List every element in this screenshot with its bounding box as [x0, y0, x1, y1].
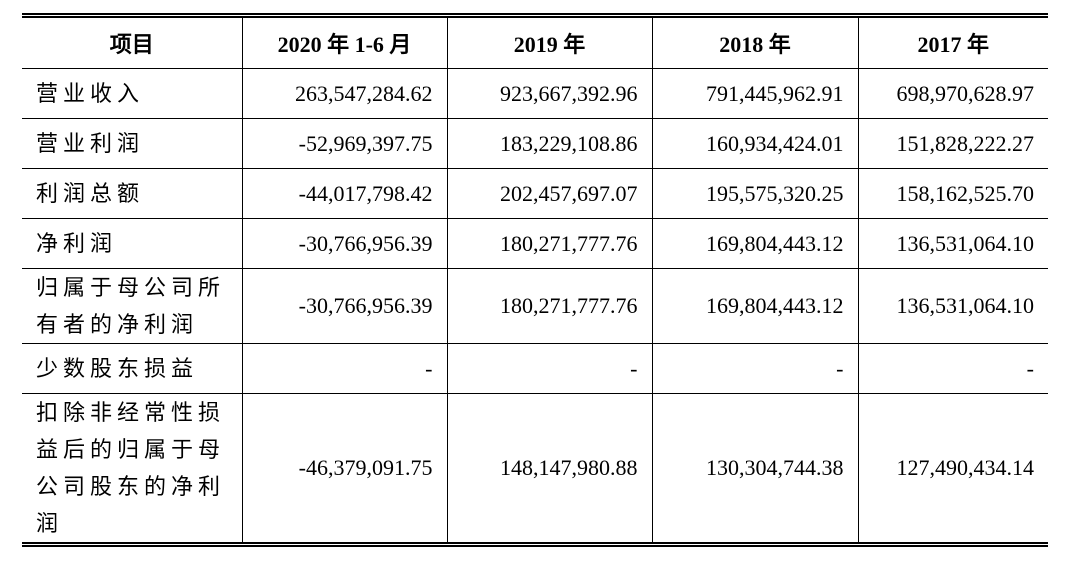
cell-value: 923,667,392.96: [446, 68, 653, 119]
table-row: 营业利润 -52,969,397.75 183,229,108.86 160,934,…: [22, 118, 1048, 169]
cell-value: 698,970,628.97: [857, 68, 1048, 119]
cell-value: -46,379,091.75: [241, 393, 448, 545]
table-row: 净利润 -30,766,956.39 180,271,777.76 169,804,4…: [22, 218, 1048, 269]
table-row: 利润总额 -44,017,798.42 202,457,697.07 195,575,…: [22, 168, 1048, 219]
table-row: 少数股东损益 - - - -: [22, 343, 1048, 394]
cell-value: 151,828,222.27: [857, 118, 1048, 169]
cell-value: 127,490,434.14: [857, 393, 1048, 545]
row-label: 利润总额: [22, 168, 243, 219]
cell-value: 791,445,962.91: [651, 68, 859, 119]
column-header: 2018 年: [651, 15, 859, 69]
table-body: 营业收入 263,547,284.62 923,667,392.96 791,445,…: [22, 68, 1048, 545]
header-row: 项目 2020 年 1-6 月 2019 年 2018 年 2017 年: [22, 15, 1048, 69]
row-label: 扣除非经常性损益后的归属于母公司股东的净利润: [22, 393, 243, 545]
cell-value: 160,934,424.01: [651, 118, 859, 169]
table-row: 扣除非经常性损益后的归属于母公司股东的净利润 -46,379,091.75 148,…: [22, 393, 1048, 545]
row-label: 少数股东损益: [22, 343, 243, 394]
column-header: 2019 年: [446, 15, 653, 69]
cell-value: 136,531,064.10: [857, 268, 1048, 344]
table-row: 归属于母公司所有者的净利润 -30,766,956.39 180,271,777.7…: [22, 268, 1048, 344]
cell-value: -: [857, 343, 1048, 394]
cell-value: 158,162,525.70: [857, 168, 1048, 219]
row-label: 归属于母公司所有者的净利润: [22, 268, 243, 344]
cell-value: 202,457,697.07: [446, 168, 653, 219]
cell-value: -44,017,798.42: [241, 168, 448, 219]
row-label: 净利润: [22, 218, 243, 269]
cell-value: -: [651, 343, 859, 394]
cell-value: -30,766,956.39: [241, 268, 448, 344]
column-header: 项目: [22, 15, 243, 69]
table-row: 营业收入 263,547,284.62 923,667,392.96 791,445,…: [22, 68, 1048, 119]
cell-value: -52,969,397.75: [241, 118, 448, 169]
cell-value: 183,229,108.86: [446, 118, 653, 169]
cell-value: 169,804,443.12: [651, 218, 859, 269]
cell-value: 180,271,777.76: [446, 218, 653, 269]
cell-value: 169,804,443.12: [651, 268, 859, 344]
cell-value: -30,766,956.39: [241, 218, 448, 269]
cell-value: 195,575,320.25: [651, 168, 859, 219]
cell-value: 180,271,777.76: [446, 268, 653, 344]
column-header: 2020 年 1-6 月: [241, 15, 448, 69]
cell-value: -: [241, 343, 448, 394]
row-label: 营业收入: [22, 68, 243, 119]
row-label: 营业利润: [22, 118, 243, 169]
cell-value: 130,304,744.38: [651, 393, 859, 545]
cell-value: -: [446, 343, 653, 394]
column-header: 2017 年: [857, 15, 1048, 69]
cell-value: 148,147,980.88: [446, 393, 653, 545]
cell-value: 136,531,064.10: [857, 218, 1048, 269]
financial-table: 项目 2020 年 1-6 月 2019 年 2018 年 2017 年 营业收入 263…: [22, 13, 1048, 547]
cell-value: 263,547,284.62: [241, 68, 448, 119]
